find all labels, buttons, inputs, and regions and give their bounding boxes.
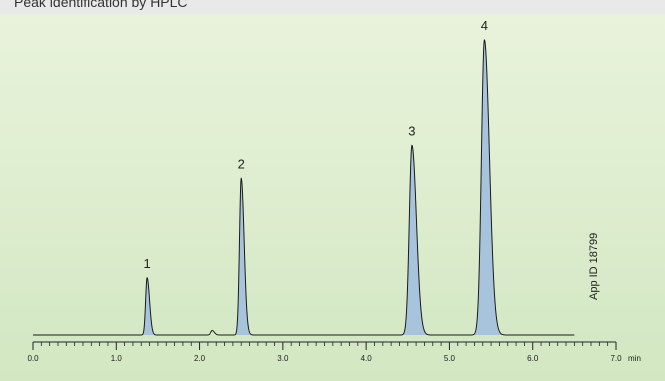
top-strip: Peak identification by HPLC bbox=[0, 0, 665, 14]
x-tick-label: 0.0 bbox=[27, 354, 39, 363]
peak-labels: 1 2 3 4 bbox=[143, 18, 488, 271]
peak-label-2: 2 bbox=[238, 157, 245, 172]
x-tick-label: 4.0 bbox=[361, 354, 373, 363]
chromatogram-trace bbox=[33, 39, 575, 336]
x-tick-label: 6.0 bbox=[527, 354, 539, 363]
x-tick-label: 1.0 bbox=[111, 354, 123, 363]
x-tick-label: 2.0 bbox=[194, 354, 206, 363]
peak-label-3: 3 bbox=[408, 123, 415, 138]
x-tick-label: 3.0 bbox=[277, 354, 289, 363]
peak-fill-4 bbox=[465, 40, 511, 336]
x-tick-label: 7.0 bbox=[610, 354, 622, 363]
peak-fill-1 bbox=[137, 277, 160, 335]
peak-label-4: 4 bbox=[481, 18, 488, 33]
x-axis: 0.0 1.0 2.0 3.0 4.0 5.0 6.0 7.0 bbox=[27, 341, 622, 363]
header-text: Peak identification by HPLC bbox=[14, 0, 188, 10]
x-axis-unit-label: min bbox=[628, 354, 641, 363]
plot-background bbox=[0, 14, 665, 381]
peak-fill-3 bbox=[395, 145, 436, 335]
chromatogram-chart: 1 2 3 4 0.0 1.0 2.0 3.0 4.0 5.0 6.0 7.0 min App ID… bbox=[0, 14, 665, 381]
x-tick-label: 5.0 bbox=[444, 354, 456, 363]
peak-label-1: 1 bbox=[143, 256, 150, 271]
peak-fill-2 bbox=[230, 178, 257, 335]
peak-fills bbox=[137, 40, 511, 336]
app-id-label: App ID 18799 bbox=[588, 233, 600, 300]
